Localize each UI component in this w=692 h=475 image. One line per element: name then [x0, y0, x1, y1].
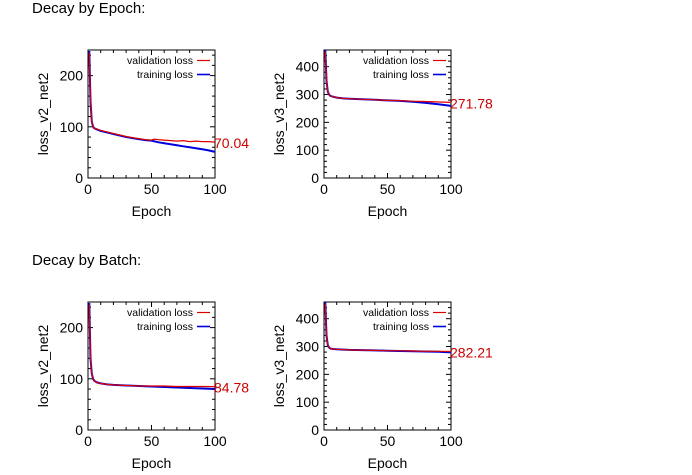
x-tick-label: 100: [439, 433, 463, 449]
x-tick-label: 50: [380, 181, 396, 197]
series-line-validation: [88, 304, 216, 388]
legend-label: training loss: [373, 69, 429, 81]
legend-label: training loss: [137, 69, 193, 81]
x-axis-label: Epoch: [132, 455, 172, 471]
legend-label: validation loss: [127, 55, 193, 67]
y-tick-label: 300: [296, 339, 320, 355]
x-tick-label: 0: [320, 433, 328, 449]
y-tick-label: 300: [296, 87, 320, 103]
section-title-epoch: Decay by Epoch:: [32, 0, 146, 17]
chart-3: 0 50 100 0 100 200 Epoch loss_v2_net2 validation…: [35, 301, 249, 471]
y-axis-label: loss_v3_net2: [271, 73, 287, 156]
x-tick-label: 100: [203, 181, 227, 197]
end-value-label: 282.21: [450, 344, 493, 360]
legend-label: training loss: [137, 321, 193, 333]
x-axis-label: Epoch: [132, 203, 172, 219]
x-axis-label: Epoch: [368, 455, 408, 471]
y-tick-label: 200: [296, 366, 320, 382]
y-tick-label: 100: [296, 394, 320, 410]
x-tick-label: 100: [203, 433, 227, 449]
legend-label: validation loss: [127, 307, 193, 319]
x-tick-label: 0: [84, 181, 92, 197]
x-tick-label: 0: [84, 433, 92, 449]
y-tick-label: 100: [296, 142, 320, 158]
x-tick-label: 50: [380, 433, 396, 449]
y-tick-label: 0: [311, 170, 319, 186]
legend-label: validation loss: [363, 55, 429, 67]
end-value-label: 70.04: [214, 135, 249, 151]
y-tick-label: 0: [75, 422, 83, 438]
x-tick-label: 50: [144, 433, 160, 449]
y-axis-label: loss_v2_net2: [35, 73, 51, 156]
x-tick-label: 0: [320, 181, 328, 197]
x-tick-label: 50: [144, 181, 160, 197]
legend-label: training loss: [373, 321, 429, 333]
series-line-validation: [324, 51, 452, 103]
chart-2: 0 50 100 0 100 200 300 400 Epoch loss_v3_net2 vali…: [271, 49, 493, 219]
chart-4: 0 50 100 0 100 200 300 400 Epoch loss_v3_net2 vali…: [271, 301, 493, 471]
section-title-batch: Decay by Batch:: [32, 252, 142, 269]
x-tick-label: 100: [439, 181, 463, 197]
legend-label: validation loss: [363, 307, 429, 319]
y-tick-label: 400: [296, 311, 320, 327]
x-axis-label: Epoch: [368, 203, 408, 219]
y-tick-label: 100: [60, 119, 84, 135]
y-tick-label: 100: [60, 371, 84, 387]
series-line-validation: [88, 52, 216, 143]
y-tick-label: 400: [296, 59, 320, 75]
y-axis-label: loss_v3_net2: [271, 325, 287, 408]
y-tick-label: 200: [60, 320, 84, 336]
end-value-label: 271.78: [450, 95, 493, 111]
end-value-label: 84.78: [214, 380, 249, 396]
y-tick-label: 0: [75, 170, 83, 186]
series-line-validation: [324, 303, 452, 353]
y-axis-label: loss_v2_net2: [35, 325, 51, 408]
chart-1: 0 50 100 0 100 200 Epoch loss_v2_net2 validation…: [35, 49, 249, 219]
y-tick-label: 0: [311, 422, 319, 438]
y-tick-label: 200: [296, 114, 320, 130]
y-tick-label: 200: [60, 68, 84, 84]
